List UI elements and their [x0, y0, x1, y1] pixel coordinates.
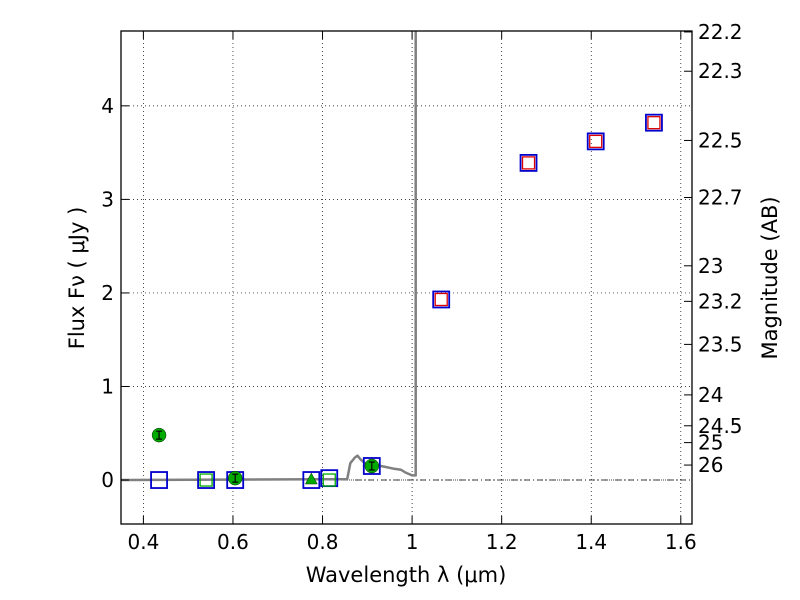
model-square-marker: [150, 471, 168, 489]
model-square-marker: [302, 471, 321, 489]
x-tick-label: 1: [406, 530, 419, 554]
observed-square-marker: [521, 156, 536, 170]
x-tick-label: 1.4: [575, 530, 607, 554]
observed-square-marker: [589, 134, 603, 149]
observed-square-marker: [199, 473, 213, 487]
plot-content: [120, 31, 692, 489]
model-square-marker: [362, 457, 381, 475]
mag-tick-label: 26: [698, 453, 723, 477]
observed-square-marker: [322, 473, 336, 487]
x-tick-label: 1.2: [486, 530, 518, 554]
model-square-marker: [197, 471, 215, 489]
y-tick-label: 0: [101, 468, 114, 492]
mag-tick-label: 22.3: [698, 59, 743, 83]
tick-labels: 0.4 0.6 0.8 1 1.2 1.4 1.60123422.222.322.522.7…: [101, 20, 742, 554]
y-tick-label: 1: [101, 374, 114, 398]
mag-tick-label: 24: [698, 383, 723, 407]
x-tick-label: 0.6: [217, 530, 249, 554]
y-tick-label: 4: [101, 94, 114, 118]
x-tick-label: 1.6: [665, 530, 697, 554]
x-tick-label: 0.8: [307, 530, 339, 554]
y-tick-label: 2: [101, 281, 114, 305]
model-square-marker: [432, 290, 451, 309]
observed-square-marker: [647, 116, 661, 130]
observed-square-marker: [434, 292, 448, 307]
x-tick-label: 0.4: [127, 530, 159, 554]
model-square-marker: [586, 132, 605, 151]
mag-tick-label: 22.7: [698, 186, 743, 210]
y-tick-label: 3: [101, 187, 114, 211]
model-square-marker: [645, 113, 663, 132]
ticks: [121, 31, 692, 524]
mag-tick-label: 24.5: [698, 414, 743, 438]
model-square-marker: [519, 154, 538, 172]
mag-tick-label: 23.2: [698, 289, 743, 313]
plot-frame: [120, 30, 693, 525]
mag-tick-label: 23: [698, 254, 723, 278]
x-axis-title: Wavelength λ (μm): [306, 563, 507, 587]
upper-limit-triangle-marker: [304, 472, 318, 485]
y-axis-title: Flux Fν ( μJy ): [65, 207, 89, 350]
mag-tick-label: 23.5: [698, 332, 743, 356]
y-axis-right-title: Magnitude (AB): [758, 196, 782, 359]
mag-tick-label: 22.5: [698, 128, 743, 152]
mag-tick-label: 22.2: [698, 20, 743, 44]
mag-tick-label: 25: [698, 431, 723, 455]
